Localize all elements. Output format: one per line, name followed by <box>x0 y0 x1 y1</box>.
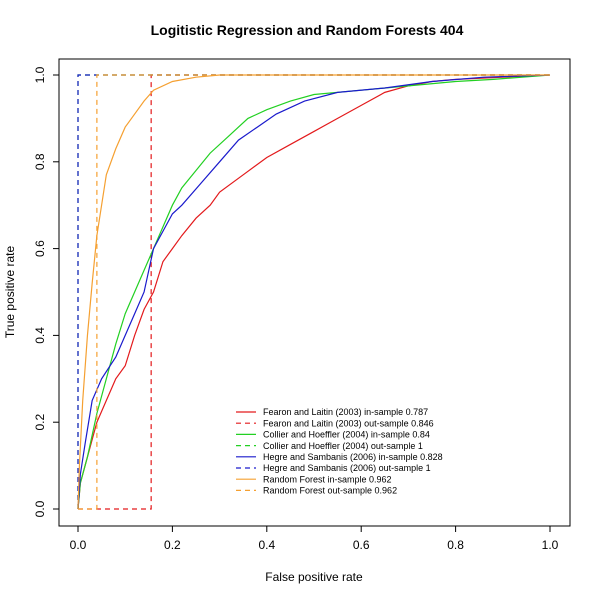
x-axis: 0.0 0.2 0.4 0.6 0.8 1.0 <box>70 526 559 552</box>
x-tick-label: 0.8 <box>447 538 464 552</box>
legend-entry: Hegre and Sambanis (2006) in-sample 0.82… <box>263 452 443 462</box>
series-line-5 <box>77 74 551 510</box>
x-tick-label: 0.6 <box>353 538 370 552</box>
series-line-7 <box>77 74 550 510</box>
series-layer <box>77 74 551 510</box>
chart-title: Logitistic Regression and Random Forests… <box>151 22 464 38</box>
series-line-8 <box>78 74 550 510</box>
legend-entry: Fearon and Laitin (2003) out-sample 0.84… <box>263 418 434 428</box>
legend-entry: Collier and Hoeffler (2004) in-sample 0.… <box>263 430 430 440</box>
legend-entry: Collier and Hoeffler (2004) out-sample 1 <box>263 441 423 451</box>
y-tick-label: 0.0 <box>33 500 47 517</box>
legend-entry: Random Forest out-sample 0.962 <box>263 486 397 496</box>
x-tick-label: 0.0 <box>70 538 87 552</box>
y-tick-label: 0.8 <box>33 153 47 170</box>
y-axis-label: True positive rate <box>3 246 17 339</box>
y-tick-label: 0.6 <box>33 240 47 257</box>
legend-entry: Fearon and Laitin (2003) in-sample 0.787 <box>263 407 428 417</box>
legend-entry: Hegre and Sambanis (2006) out-sample 1 <box>263 463 431 473</box>
legend: Fearon and Laitin (2003) in-sample 0.787… <box>236 407 443 496</box>
x-tick-label: 1.0 <box>542 538 559 552</box>
y-tick-label: 1.0 <box>33 66 47 83</box>
series-line-1 <box>77 74 551 510</box>
x-tick-label: 0.2 <box>164 538 181 552</box>
plot-frame <box>58 58 571 527</box>
y-axis: 0.0 0.2 0.4 0.6 0.8 1.0 <box>33 66 59 517</box>
x-axis-label: False positive rate <box>265 570 363 584</box>
legend-entry: Random Forest in-sample 0.962 <box>263 474 392 484</box>
y-tick-label: 0.2 <box>33 414 47 431</box>
y-tick-label: 0.4 <box>33 327 47 344</box>
x-tick-label: 0.4 <box>258 538 275 552</box>
